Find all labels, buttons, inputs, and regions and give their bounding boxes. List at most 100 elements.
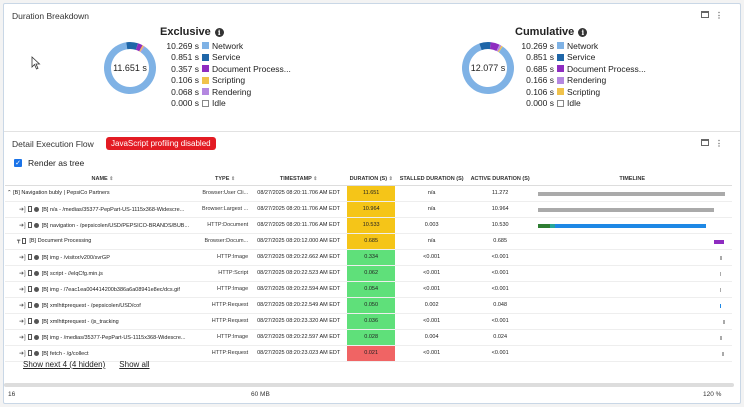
cumulative-legend: 10.269 s Network 0.851 s Service 0.685 s Docu…	[515, 40, 646, 109]
timeline-bar[interactable]	[538, 207, 714, 212]
legend-value: 0.166 s	[526, 75, 554, 86]
table-row[interactable]: ➜] [B] img - /visitor/v200/svrGP HTTP:Ima…	[5, 249, 733, 266]
cell-name: ➜] [B] img - /visitor/v200/svrGP	[5, 249, 200, 266]
legend-swatch	[557, 65, 564, 73]
timeline-bar[interactable]	[538, 191, 726, 196]
doc-icon	[27, 350, 32, 356]
donut-slice[interactable]	[126, 42, 139, 50]
cumulative-donut-chart	[462, 42, 514, 94]
timeline-bar[interactable]	[720, 255, 723, 260]
timeline-bar[interactable]	[723, 319, 725, 324]
donut-slice[interactable]	[489, 42, 500, 51]
footer-left-value: 16	[8, 391, 16, 398]
render-as-tree-checkbox[interactable]: ✓	[14, 159, 22, 167]
table-row[interactable]: ⌃ [B] Navigation bubly | PepsiCo Partner…	[5, 185, 733, 202]
timeline-bar[interactable]	[538, 223, 707, 228]
cell-name: ➜] [B] n/a - /medias/35377-PepPart-US-111…	[5, 201, 200, 218]
info-icon[interactable]: i	[578, 27, 588, 37]
legend-item: 0.851 s Service	[160, 52, 291, 64]
table-row[interactable]: ➜] [B] img - /7eac1ea004414200b386a6a0894…	[5, 281, 733, 298]
enter-icon: ➜]	[19, 206, 26, 213]
timeline-bar[interactable]	[719, 287, 722, 292]
show-next-link[interactable]: Show next 4 (4 hidden)	[23, 360, 106, 369]
donut-slice[interactable]	[496, 44, 502, 52]
legend-item: 0.106 s Scripting	[515, 86, 646, 98]
table-row[interactable]: ➜] [B] navigation - /pepsicolen/USD/PEPSI…	[5, 217, 733, 234]
table-row[interactable]: ➜] [B] script - //elqCfg.min.js HTTP:Scri…	[5, 265, 733, 282]
legend-item: 0.851 s Service	[515, 52, 646, 64]
cell-active: 10.530	[468, 217, 533, 234]
js-profiling-badge: JavaScript profiling disabled	[106, 137, 216, 150]
col-type-header[interactable]: TYPE ⇕	[200, 174, 251, 186]
legend-swatch	[202, 76, 209, 84]
donut-slice[interactable]	[140, 46, 145, 53]
cell-type: HTTP:Image	[200, 281, 251, 298]
col-duration-header[interactable]: DURATION (S) ⇕	[347, 174, 396, 186]
donut-slice[interactable]	[139, 45, 144, 52]
info-icon	[33, 302, 39, 308]
legend-item: 10.269 s Network	[515, 40, 646, 52]
legend-label: Rendering	[212, 86, 252, 97]
col-timeline-header[interactable]: TIMELINE	[532, 174, 733, 186]
cell-duration: 0.036	[347, 313, 396, 330]
row-icons: ➜]	[19, 222, 39, 229]
maximize-icon[interactable]	[701, 139, 709, 146]
cell-type: Browser:Largest ...	[200, 201, 251, 218]
table-row[interactable]: ➜] [B] xmlhttprequest - /js_tracking HTTP…	[5, 313, 733, 330]
legend-swatch	[557, 88, 564, 96]
cell-type: HTTP:Script	[200, 265, 251, 282]
cell-name: ➜] [B] xmlhttprequest - /js_tracking	[5, 313, 200, 330]
info-icon	[33, 350, 39, 356]
maximize-icon[interactable]	[701, 11, 709, 18]
row-name: [B] img - /medias/35377-PepPart-US-1115x…	[41, 334, 186, 341]
more-icon[interactable]: ⋮	[715, 11, 723, 20]
exclusive-legend: 10.269 s Network 0.851 s Service 0.357 s Docu…	[160, 40, 291, 109]
legend-swatch	[202, 53, 209, 61]
col-timestamp-header[interactable]: TIMESTAMP ⇕	[250, 174, 348, 186]
row-name: [B] img - /7eac1ea004414200b386a6a08941e…	[41, 286, 180, 293]
col-active-header[interactable]: ACTIVE DURATION (S)	[468, 174, 533, 186]
cell-timestamp: 08/27/2025 08:20:23.023 AM EDT	[250, 345, 348, 362]
row-name: [B] xmlhttprequest - /pepsicolen/USD/cof	[41, 302, 141, 309]
legend-value: 0.357 s	[171, 63, 199, 74]
donut-slice[interactable]	[135, 43, 143, 52]
timeline-bar[interactable]	[713, 239, 725, 244]
collapse-icon[interactable]: ⌃	[7, 190, 12, 196]
cell-timestamp: 08/27/2025 08:20:22.597 AM EDT	[250, 329, 348, 346]
timeline-bar[interactable]	[722, 351, 724, 356]
cumulative-group: Cumulative i 10.269 s Network 0.851 s Servi…	[515, 26, 646, 109]
table-row[interactable]: ➜] [B] img - /medias/35377-PepPart-US-111…	[5, 329, 733, 346]
timeline-bar[interactable]	[719, 303, 722, 308]
col-stalled-header[interactable]: STALLED DURATION (S)	[395, 174, 469, 186]
doc-icon	[27, 334, 32, 340]
horizontal-scrollbar[interactable]	[4, 383, 734, 387]
col-name-header[interactable]: NAME ⇕	[5, 174, 200, 186]
table-row[interactable]: ➜] [B] fetch - /g/collect HTTP:Request 08…	[5, 345, 733, 362]
doc-icon	[27, 318, 32, 324]
donut-slice[interactable]	[479, 42, 491, 51]
cell-name: ➜] [B] fetch - /g/collect	[5, 345, 200, 362]
table-row[interactable]: ➜] [B] xmlhttprequest - /pepsicolen/USD/c…	[5, 297, 733, 314]
cell-type: HTTP:Image	[200, 329, 251, 346]
cell-timestamp: 08/27/2025 08:20:22.523 AM EDT	[250, 265, 348, 282]
legend-value: 0.000 s	[171, 98, 199, 109]
cell-timestamp: 08/27/2025 08:20:22.594 AM EDT	[250, 281, 348, 298]
table-row[interactable]: ┳ [B] Document Processing Browser:Docum..…	[5, 233, 733, 250]
cell-duration: 0.021	[347, 345, 396, 362]
donut-slice[interactable]	[497, 45, 503, 53]
table-row[interactable]: ➜] [B] n/a - /medias/35377-PepPart-US-111…	[5, 201, 733, 218]
show-all-link[interactable]: Show all	[119, 360, 150, 369]
more-icon[interactable]: ⋮	[715, 139, 723, 148]
render-as-tree-label: Render as tree	[28, 158, 85, 168]
info-icon[interactable]: i	[214, 27, 224, 37]
cell-stalled: 0.002	[395, 297, 469, 314]
row-icons: ➜]	[19, 270, 39, 277]
info-icon	[33, 318, 39, 324]
legend-swatch	[557, 53, 564, 61]
cell-type: HTTP:Request	[200, 297, 251, 314]
legend-value: 10.269 s	[166, 40, 199, 51]
timeline-bar[interactable]	[719, 271, 722, 276]
timeline-bar[interactable]	[720, 335, 722, 340]
row-name: [B] n/a - /medias/35377-PepPart-US-1115x…	[41, 206, 185, 213]
cell-active: <0.001	[468, 265, 533, 282]
